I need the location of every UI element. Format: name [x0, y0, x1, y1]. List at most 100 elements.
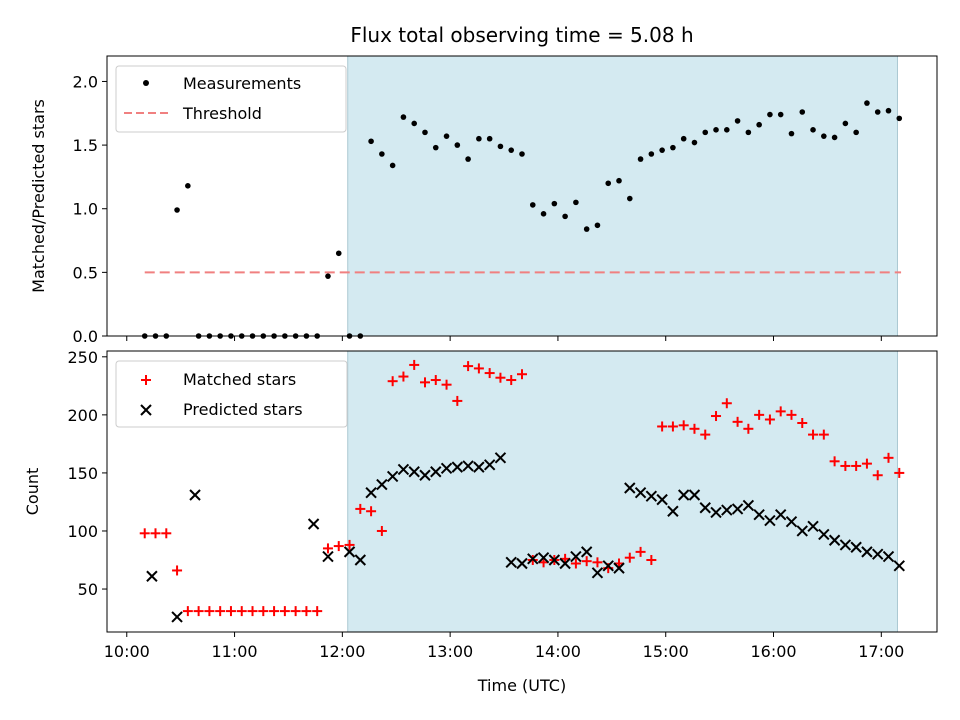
- predicted-stars-point: [742, 499, 755, 512]
- predicted-stars-point: [376, 478, 388, 491]
- legend-predicted-label: Predicted stars: [183, 400, 303, 419]
- measurement-point: [626, 195, 633, 202]
- measurement-point: [670, 144, 676, 151]
- x-tick-label: 17:00: [858, 642, 904, 661]
- bottom-y-tick-label: 50: [78, 580, 98, 599]
- matched-stars-point: [150, 528, 161, 539]
- matched-stars-point: [851, 460, 862, 471]
- predicted-stars-point: [189, 489, 201, 501]
- legend-measurements-label: Measurements: [183, 74, 301, 93]
- x-tick-label: 12:00: [319, 642, 365, 661]
- measurement-point: [874, 109, 881, 115]
- x-tick-label: 14:00: [535, 642, 581, 661]
- measurement-point: [594, 222, 601, 229]
- predicted-stars-point: [774, 509, 787, 521]
- x-tick-label: 15:00: [643, 642, 689, 661]
- matched-stars-point: [366, 506, 377, 517]
- predicted-stars-point: [850, 541, 862, 553]
- measurement-point: [562, 213, 568, 220]
- measurement-point: [842, 120, 849, 127]
- matched-stars-point: [376, 525, 387, 536]
- predicted-stars-point: [548, 554, 561, 566]
- matched-stars-point: [355, 503, 366, 514]
- predicted-stars-point: [613, 562, 625, 574]
- measurement-point: [896, 115, 903, 122]
- predicted-stars-point: [667, 505, 679, 517]
- measurement-point: [821, 133, 827, 139]
- matched-stars-point: [463, 361, 474, 372]
- matched-stars-point: [141, 375, 151, 385]
- matched-stars-point: [193, 606, 204, 617]
- matched-stars-point: [700, 429, 711, 440]
- legend-matched-marker: [141, 375, 151, 385]
- predicted-stars-point: [839, 539, 852, 551]
- predicted-stars-point: [171, 611, 183, 623]
- predicted-stars-point: [473, 461, 485, 473]
- matched-stars-point: [732, 416, 743, 427]
- x-tick-label: 16:00: [750, 642, 796, 661]
- predicted-stars-point: [807, 520, 819, 533]
- matched-stars-point: [840, 460, 851, 471]
- top-y-ticks: 0.0 0.5 1.0 1.5 2.0: [73, 72, 107, 346]
- measurement-point: [486, 135, 493, 142]
- predicted-stars-point: [624, 482, 636, 494]
- predicted-stars-point: [483, 459, 496, 471]
- measurement-point: [799, 109, 806, 115]
- matched-stars-point: [797, 417, 808, 428]
- matched-stars-point: [279, 606, 290, 617]
- bottom-legend: Matched stars Predicted stars: [115, 360, 348, 428]
- matched-stars-point: [711, 411, 722, 422]
- matched-stars-point: [161, 528, 172, 539]
- measurement-point: [724, 127, 730, 133]
- bottom-observing-span: [347, 350, 898, 633]
- predicted-stars-point: [591, 567, 604, 579]
- predicted-stars-point: [580, 546, 593, 558]
- measurement-point: [540, 211, 547, 217]
- matched-stars-point: [204, 606, 215, 617]
- matched-stars-point: [225, 606, 236, 617]
- measurement-point: [713, 127, 719, 133]
- measurement-point: [810, 127, 816, 133]
- measurement-point: [335, 250, 342, 257]
- predicted-stars-point: [516, 557, 528, 570]
- predicted-stars-point: [634, 486, 647, 499]
- measurement-point: [637, 156, 644, 162]
- top-axes-frame: [106, 55, 938, 337]
- matched-stars-point: [754, 409, 765, 420]
- top-legend: Measurements Threshold: [115, 65, 347, 133]
- predicted-stars-point: [710, 506, 722, 519]
- predicted-stars-point: [893, 560, 905, 572]
- matched-stars-point: [808, 429, 819, 440]
- predicted-stars-point: [494, 452, 507, 464]
- predicted-stars-point: [419, 469, 431, 481]
- measurement-point: [443, 133, 450, 139]
- matched-stars-point: [301, 606, 312, 617]
- predicted-stars-point: [721, 504, 733, 516]
- predicted-stars-point: [354, 554, 367, 566]
- matched-stars-point: [312, 606, 323, 617]
- measurement-point: [411, 120, 418, 127]
- measurement-point: [648, 151, 655, 157]
- measurement-point: [691, 139, 698, 146]
- matched-stars-point: [258, 606, 269, 617]
- predicted-stars-point: [140, 404, 152, 416]
- predicted-stars-point: [677, 489, 690, 501]
- matched-stars-point: [182, 606, 193, 617]
- predicted-stars-point: [146, 570, 158, 582]
- predicted-stars-point: [537, 551, 550, 564]
- matched-stars-point: [581, 556, 592, 567]
- predicted-stars-point: [818, 528, 830, 541]
- predicted-stars-point: [440, 462, 453, 474]
- matched-stars-point: [764, 414, 775, 425]
- measurement-point: [853, 129, 859, 136]
- matched-stars-point: [570, 558, 581, 569]
- legend-matched-label: Matched stars: [183, 370, 296, 389]
- matched-stars-point: [452, 395, 463, 406]
- matched-stars-point: [829, 456, 840, 467]
- predicted-stars-point: [796, 525, 808, 537]
- predicted-stars-point: [307, 518, 320, 530]
- matched-stars-point: [430, 375, 441, 386]
- matched-stars-point: [646, 555, 657, 566]
- matched-stars-point: [667, 421, 678, 432]
- predicted-stars-point: [645, 490, 658, 502]
